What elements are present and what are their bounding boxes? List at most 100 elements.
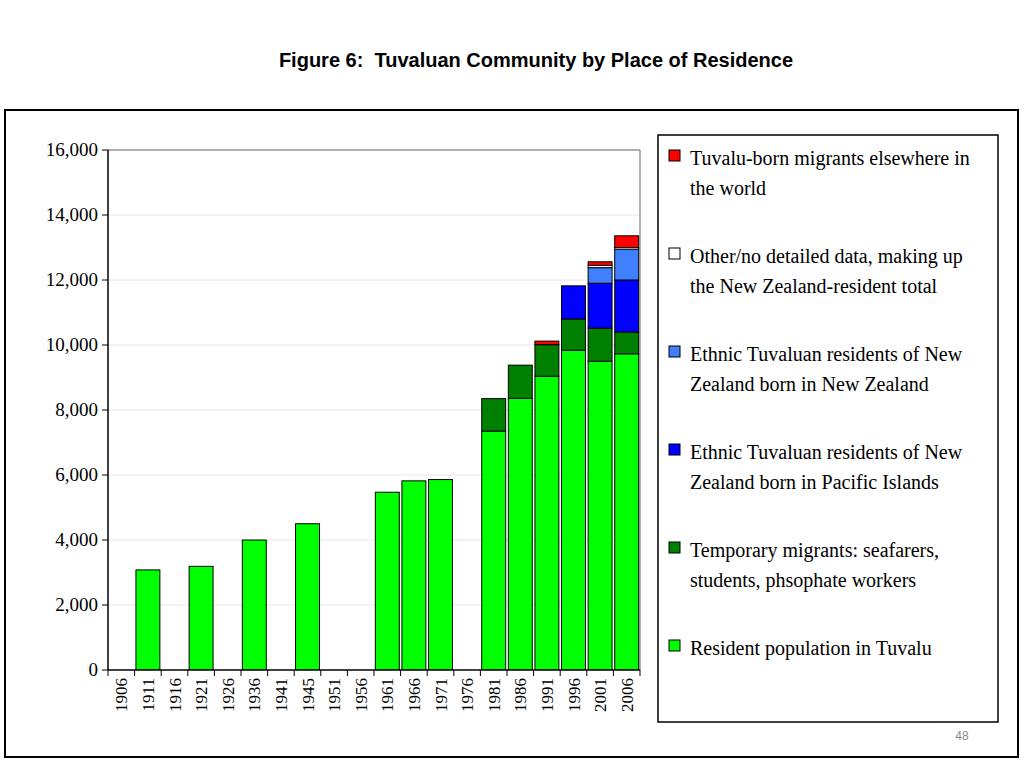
bar-segment [482, 399, 506, 432]
x-tick-label: 1941 [272, 678, 291, 712]
x-tick-label: 1976 [458, 678, 477, 712]
bar-segment [588, 328, 612, 361]
y-tick-label: 14,000 [46, 204, 98, 225]
y-tick-label: 0 [89, 659, 99, 680]
bar-segment [588, 268, 612, 284]
legend-label: Other/no detailed data, making up the Ne… [690, 245, 968, 297]
y-axis [107, 150, 109, 670]
bar-segment [615, 354, 639, 670]
grid-line [108, 540, 640, 541]
x-tick [427, 670, 428, 676]
bar-segment [562, 286, 586, 319]
bar-segment [189, 566, 213, 670]
y-tick [102, 345, 108, 346]
y-tick-label: 10,000 [46, 334, 98, 355]
legend-label: Ethnic Tuvaluan residents of New Zealand… [690, 441, 967, 493]
x-tick [108, 670, 109, 676]
grid-line [108, 280, 640, 281]
x-tick-label: 1936 [245, 678, 264, 712]
y-tick-label: 12,000 [46, 269, 98, 290]
y-tick [102, 540, 108, 541]
x-tick [586, 670, 587, 676]
bar-segment [508, 398, 532, 670]
legend-swatch [669, 542, 680, 553]
x-tick [161, 670, 162, 676]
grid-line [108, 410, 640, 411]
bar-segment [535, 345, 559, 377]
bar-segment [615, 332, 639, 354]
legend-box [658, 135, 998, 722]
x-tick-label: 1926 [219, 678, 238, 712]
bar-segment [508, 365, 532, 398]
bar-segment [588, 283, 612, 328]
legend-label: Tuvalu-born migrants elsewhere in the wo… [690, 147, 975, 199]
x-tick [294, 670, 295, 676]
y-tick [102, 280, 108, 281]
legend-label: Resident population in Tuvalu [690, 637, 932, 660]
bar-segment [375, 492, 399, 670]
bar-segment [296, 524, 320, 670]
chart: Figure 6: Tuvaluan Community by Place of… [0, 0, 1024, 768]
legend-swatch [669, 150, 680, 161]
bar-segment [588, 262, 612, 266]
x-tick [640, 670, 641, 676]
bar-segment [136, 570, 160, 670]
legend-swatch [669, 444, 680, 455]
y-tick [102, 150, 108, 151]
grid-line [108, 475, 640, 476]
x-tick [533, 670, 534, 676]
grid-line [108, 215, 640, 216]
x-tick-label: 1951 [325, 678, 344, 712]
x-tick-label: 1956 [352, 678, 371, 712]
y-tick [102, 410, 108, 411]
y-tick-label: 16,000 [46, 139, 98, 160]
x-tick [453, 670, 454, 676]
x-tick-label: 1966 [405, 678, 424, 712]
bar-segment [615, 236, 639, 248]
x-tick [241, 670, 242, 676]
legend-swatch [669, 640, 680, 651]
x-tick [134, 670, 135, 676]
legend-swatch [669, 346, 680, 357]
x-tick-label: 1991 [538, 678, 557, 712]
bar-segment [429, 480, 453, 670]
x-tick-label: 1921 [192, 678, 211, 712]
x-tick [267, 670, 268, 676]
grid-line [108, 605, 640, 606]
x-tick [320, 670, 321, 676]
y-tick-label: 6,000 [55, 464, 98, 485]
x-tick-label: 1986 [511, 678, 530, 712]
y-tick-label: 4,000 [55, 529, 98, 550]
y-tick [102, 605, 108, 606]
x-tick-label: 1916 [166, 678, 185, 712]
x-tick-label: 1961 [378, 678, 397, 712]
x-tick-label: 1981 [485, 678, 504, 712]
x-tick-label: 1911 [139, 678, 158, 711]
x-tick-label: 1971 [432, 678, 451, 712]
x-tick-label: 1945 [299, 678, 318, 712]
y-tick [102, 670, 108, 671]
plot-frame [108, 149, 640, 151]
bar-segment [562, 319, 586, 350]
bar-segment [402, 481, 426, 670]
legend-label: Temporary migrants: seafarers, students,… [690, 539, 944, 592]
bar-segment [242, 540, 266, 670]
x-tick [347, 670, 348, 676]
x-tick [613, 670, 614, 676]
bar-segment [562, 350, 586, 670]
bar-segment [535, 341, 559, 345]
x-tick [560, 670, 561, 676]
bar-segment [535, 376, 559, 670]
x-tick-label: 1906 [112, 678, 131, 712]
bar-segment [615, 280, 639, 332]
page-number: 48 [955, 729, 969, 743]
y-tick [102, 215, 108, 216]
legend-swatch [669, 248, 680, 259]
x-tick-label: 1996 [565, 678, 584, 712]
y-tick-label: 2,000 [55, 594, 98, 615]
x-tick [400, 670, 401, 676]
x-tick-label: 2001 [591, 678, 610, 712]
x-tick [480, 670, 481, 676]
bar-segment [482, 431, 506, 670]
bar-segment [615, 249, 639, 280]
